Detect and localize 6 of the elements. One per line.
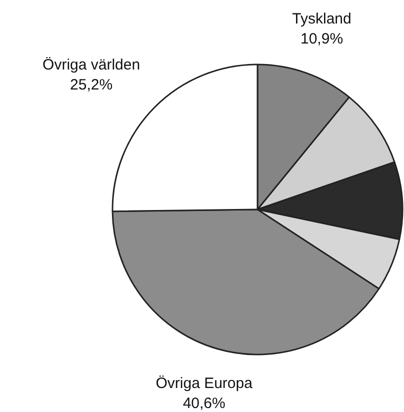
data-label: 25,2% <box>70 76 113 94</box>
slice-label: Övriga Europa <box>156 374 254 392</box>
slice-label: Övriga världen <box>42 56 140 74</box>
slice-label: Tyskland <box>292 10 352 28</box>
data-label: 10,9% <box>300 30 344 48</box>
data-label: 40,6% <box>182 394 226 412</box>
